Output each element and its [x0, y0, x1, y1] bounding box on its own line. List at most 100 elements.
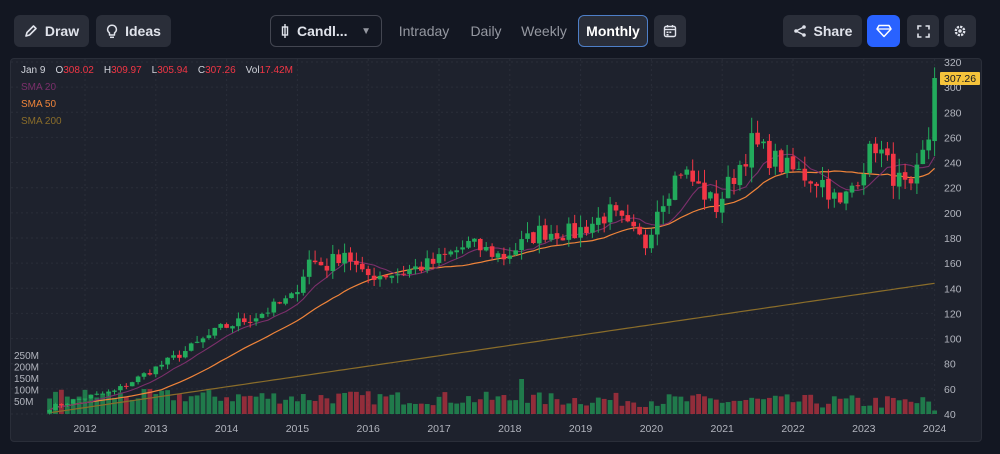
sma200-legend[interactable]: SMA 200 — [21, 116, 62, 127]
candle-body — [513, 250, 518, 255]
open-value: 308.02 — [63, 65, 94, 76]
date-range-button[interactable] — [654, 15, 686, 47]
candle-body — [141, 373, 147, 377]
volume-bar — [153, 394, 159, 414]
candle-body — [318, 261, 324, 266]
volume-bar — [277, 403, 283, 414]
tab-daily[interactable]: Daily — [470, 23, 502, 39]
volume-bar — [542, 404, 548, 414]
volume-bar — [448, 402, 454, 414]
volume-bar — [306, 400, 312, 414]
price-chart[interactable]: 320 300 280 260 240 220 200 180 160 140 120 100 80 60… — [11, 59, 982, 442]
fullscreen-button[interactable] — [907, 15, 939, 47]
tab-intraday[interactable]: Intraday — [398, 23, 450, 39]
candle-body — [560, 237, 566, 241]
volume-bar — [59, 389, 64, 414]
volume-bar — [778, 396, 784, 414]
volume-bar — [407, 403, 412, 414]
volume-bar — [460, 402, 465, 414]
volume-bar — [837, 398, 843, 414]
volume-bar — [690, 395, 696, 414]
candle-body — [755, 132, 760, 145]
volume-bar — [902, 399, 908, 414]
volume-bar — [188, 396, 194, 414]
tab-weekly[interactable]: Weekly — [521, 23, 567, 39]
last-price-tag — [940, 72, 980, 86]
volume-bar — [531, 394, 536, 414]
candle-body — [466, 240, 471, 248]
tab-monthly[interactable]: Monthly — [578, 15, 648, 47]
volume-bar — [147, 388, 153, 414]
candle-body — [289, 293, 294, 299]
candle-body — [171, 355, 176, 358]
time-axis-label: 2021 — [711, 423, 735, 435]
volume-value: 17.42M — [259, 65, 293, 76]
volume-bar — [159, 390, 165, 414]
candle-body — [200, 338, 206, 343]
volume-bar — [454, 403, 460, 414]
candle-body — [867, 143, 872, 173]
candle-body — [413, 266, 418, 270]
settings-button[interactable] — [944, 15, 976, 47]
volume-bar — [413, 403, 418, 414]
volume-bar — [466, 396, 471, 414]
candle-body — [778, 150, 784, 173]
candle-body — [542, 225, 548, 240]
volume-bar — [489, 399, 495, 414]
chart-type-select[interactable]: Candl... ▼ — [270, 15, 382, 47]
candle-body — [277, 302, 282, 304]
volume-bar — [424, 404, 430, 414]
volume-bar — [814, 403, 819, 414]
candle-body — [519, 239, 524, 251]
volume-bar — [666, 394, 672, 414]
last-price-label: 307.26 — [944, 73, 976, 85]
volume-bar — [731, 400, 737, 414]
candle-body — [118, 386, 123, 391]
volume-bar — [100, 393, 106, 414]
candle-body — [194, 341, 200, 343]
candle-body — [53, 403, 58, 411]
candle-body — [855, 185, 861, 187]
legend-date: Jan 9 — [21, 65, 46, 76]
volume-label: Vol — [245, 65, 260, 76]
volume-bar — [371, 404, 377, 414]
volume-bar — [914, 403, 920, 414]
candle-body — [843, 191, 849, 204]
share-icon — [793, 24, 807, 38]
volume-bar — [654, 405, 660, 414]
close-value: 307.26 — [205, 65, 236, 76]
share-button[interactable]: Share — [783, 15, 862, 47]
volume-bar — [926, 401, 932, 414]
volume-bar — [336, 393, 342, 414]
time-axis-label: 2015 — [286, 423, 310, 435]
candle-body — [177, 354, 182, 358]
candle-body — [70, 399, 76, 404]
candle-body — [749, 133, 754, 168]
time-axis-label: 2020 — [640, 423, 664, 435]
sma20-line — [49, 153, 936, 411]
volume-bar — [259, 393, 265, 414]
volume-bar — [684, 401, 690, 414]
draw-button[interactable]: Draw — [14, 15, 89, 47]
diamond-icon — [875, 24, 892, 38]
candle-body — [242, 318, 247, 323]
chart-panel[interactable]: 320 300 280 260 240 220 200 180 160 140 120 100 80 60… — [10, 58, 982, 442]
volume-bar — [295, 401, 300, 414]
fullscreen-icon — [916, 24, 930, 38]
premium-button[interactable] — [867, 15, 900, 47]
volume-bar — [247, 395, 253, 414]
volume-bar — [696, 394, 701, 414]
volume-bar — [737, 400, 743, 414]
candle-body — [832, 192, 837, 199]
sma50-legend[interactable]: SMA 50 — [21, 99, 57, 110]
candle-body — [678, 174, 684, 176]
candle-body — [932, 78, 937, 142]
candle-body — [660, 206, 666, 212]
sma20-legend[interactable]: SMA 20 — [21, 82, 57, 93]
candlestick-icon — [281, 23, 289, 39]
candle-body — [873, 143, 878, 154]
ideas-button[interactable]: Ideas — [96, 15, 171, 47]
candle-body — [265, 312, 271, 314]
time-axis-label: 2023 — [852, 423, 876, 435]
volume-bar — [330, 403, 336, 414]
